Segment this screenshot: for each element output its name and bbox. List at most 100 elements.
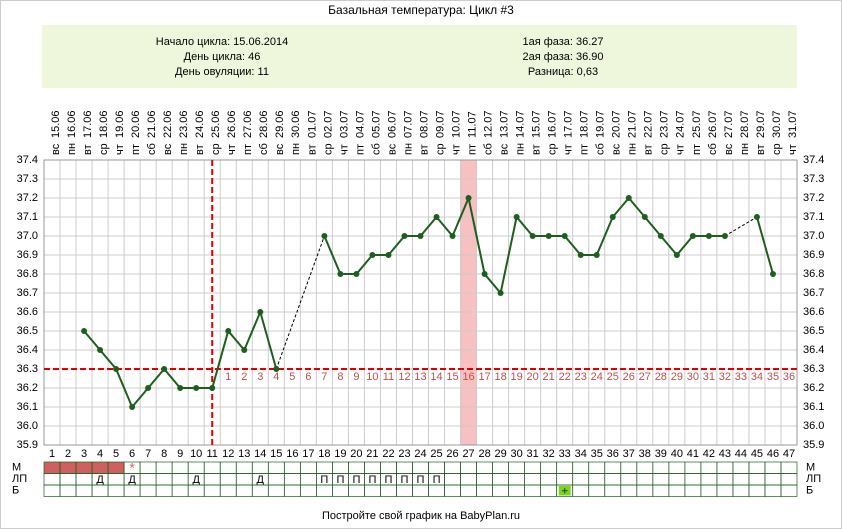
info-box	[42, 25, 797, 88]
phase2-day-label: 25	[607, 371, 619, 383]
weekday-label: вт	[755, 144, 767, 155]
data-point	[593, 252, 600, 258]
weekday-label: ср	[322, 143, 334, 155]
date-label: 23.07	[659, 110, 671, 138]
date-label: 21.07	[627, 110, 639, 138]
chart-title: Базальная температура: Цикл #3	[328, 3, 514, 17]
x-tick-label: 16	[286, 448, 298, 460]
phase2-day-label: 2	[241, 371, 247, 383]
x-tick-label: 39	[655, 448, 667, 460]
weekday-label: чт	[114, 144, 126, 155]
data-point	[577, 252, 584, 258]
date-label: 28.06	[258, 110, 270, 138]
date-label: 20.06	[130, 110, 142, 138]
y-tick-label: 36.2	[17, 382, 38, 394]
phase2-day-label: 27	[639, 371, 651, 383]
x-tick-label: 28	[478, 448, 490, 460]
date-label: 21.06	[146, 110, 158, 138]
x-tick-label: 14	[254, 448, 266, 460]
data-point	[545, 233, 552, 239]
x-tick-label: 9	[177, 448, 183, 460]
data-point	[753, 214, 760, 220]
row-mark: Д	[96, 474, 104, 486]
row-mark: П	[433, 474, 441, 486]
weekday-label: пт	[354, 144, 366, 155]
info: День овуляции: 11	[175, 66, 269, 78]
x-tick-label: 38	[639, 448, 651, 460]
date-label: 08.07	[418, 110, 430, 138]
x-tick-label: 43	[719, 448, 731, 460]
weekday-label: пт	[579, 144, 591, 155]
x-tick-label: 5	[113, 448, 119, 460]
data-point	[193, 385, 200, 391]
info: Разница: 0,63	[528, 66, 598, 78]
y-tick-label: 36.2	[803, 382, 824, 394]
row-mark: П	[352, 474, 360, 486]
date-label: 03.07	[338, 110, 350, 138]
x-tick-label: 12	[222, 448, 234, 460]
phase2-day-label: 16	[462, 371, 474, 383]
weekday-label: ср	[210, 143, 222, 155]
phase2-day-label: 20	[527, 371, 539, 383]
phase2-day-label: 30	[687, 371, 699, 383]
data-point	[177, 385, 184, 391]
row-fill	[92, 462, 109, 474]
x-tick-label: 3	[81, 448, 87, 460]
x-tick-label: 19	[334, 448, 346, 460]
row-cell	[780, 484, 798, 497]
data-point	[641, 214, 648, 220]
row-mark: П	[417, 474, 425, 486]
phase2-day-label: 9	[353, 371, 359, 383]
info: День цикла: 46	[184, 51, 261, 63]
y-tick-label: 36.3	[17, 363, 38, 375]
phase2-day-label: 19	[511, 371, 523, 383]
x-tick-label: 44	[735, 448, 747, 460]
phase2-day-label: 8	[337, 371, 343, 383]
weekday-label: пн	[290, 143, 302, 155]
weekday-label: вт	[306, 144, 318, 155]
data-point	[433, 214, 440, 220]
date-label: 10.07	[450, 110, 462, 138]
phase2-day-label: 3	[257, 371, 263, 383]
row-mark: Д	[192, 474, 200, 486]
y-tick-label: 37.3	[17, 173, 38, 185]
weekday-label: сб	[482, 143, 494, 155]
data-point	[321, 233, 328, 239]
row-mark: П	[320, 474, 328, 486]
data-point	[657, 233, 664, 239]
x-tick-label: 25	[430, 448, 442, 460]
x-tick-label: 32	[543, 448, 555, 460]
y-tick-label: 37.0	[803, 230, 824, 242]
row-mark: *	[129, 459, 135, 475]
row-label: Б	[806, 485, 813, 497]
date-label: 09.07	[434, 110, 446, 138]
date-label: 04.07	[354, 110, 366, 138]
phase2-day-label: 24	[591, 371, 603, 383]
phase2-day-label: 33	[735, 371, 747, 383]
weekday-label: пт	[242, 144, 254, 155]
x-tick-label: 36	[607, 448, 619, 460]
phase2-day-label: 17	[478, 371, 490, 383]
date-label: 18.06	[98, 110, 110, 138]
date-label: 27.06	[242, 110, 254, 138]
weekday-label: вс	[386, 143, 398, 155]
date-label: 16.07	[547, 110, 559, 138]
weekday-label: чт	[226, 144, 238, 155]
x-tick-label: 13	[238, 448, 250, 460]
data-point	[337, 271, 344, 277]
x-tick-label: 35	[591, 448, 603, 460]
weekday-label: вс	[611, 143, 623, 155]
data-point	[209, 385, 216, 391]
date-label: 26.07	[707, 110, 719, 138]
phase2-day-label: 6	[305, 371, 311, 383]
y-tick-label: 37.2	[17, 192, 38, 204]
y-tick-label: 36.6	[17, 306, 38, 318]
y-tick-label: 35.9	[17, 439, 38, 451]
x-tick-label: 34	[575, 448, 587, 460]
data-point	[241, 347, 248, 353]
x-tick-label: 2	[65, 448, 71, 460]
date-label: 12.07	[482, 110, 494, 138]
y-tick-label: 37.4	[17, 154, 38, 166]
weekday-label: вт	[194, 144, 206, 155]
date-label: 25.06	[210, 110, 222, 138]
